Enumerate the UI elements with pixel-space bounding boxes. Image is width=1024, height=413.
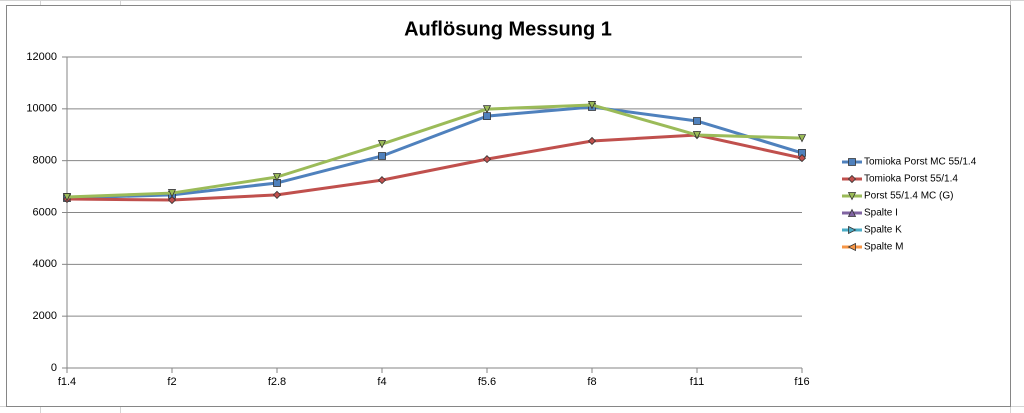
legend-marker [848,225,857,235]
y-tick-label: 2000 [33,310,57,322]
legend-text: Tomioka Porst 55/1.4 [864,174,958,185]
legend-text: Tomioka Porst MC 55/1.4 [864,157,977,168]
data-point [167,195,177,205]
legend-marker [847,208,857,217]
y-tick-label: 4000 [33,258,57,270]
data-point [797,134,807,143]
x-tick-label: f8 [587,376,596,388]
data-point [377,140,387,149]
legend-text: Spalte K [864,225,902,236]
x-tick-label: f1.4 [58,376,76,388]
data-point [62,193,72,202]
legend-marker [847,242,856,252]
data-point [482,155,492,164]
legend-text: Spalte I [864,208,898,219]
legend-marker [847,174,857,184]
chart-title: Auflösung Messung 1 [404,18,612,40]
series-line [66,133,803,202]
x-tick-label: f2 [167,376,176,388]
y-tick-label: 8000 [33,155,57,167]
data-point [482,105,492,114]
data-point [797,154,807,163]
data-point [693,117,701,125]
data-point [692,131,702,140]
data-point [273,179,281,187]
x-tick-label: f16 [794,376,809,388]
data-point [272,190,282,199]
data-point [272,173,282,182]
series-line [66,103,803,199]
chart-area [6,5,1011,407]
data-point [378,152,386,160]
x-tick-label: f5.6 [478,376,496,388]
series-line [66,105,803,200]
y-tick-label: 0 [51,362,57,374]
legend-marker [848,158,856,166]
x-tick-label: f4 [377,376,386,388]
y-tick-label: 10000 [26,103,57,115]
data-point [377,176,387,185]
y-tick-label: 6000 [33,206,57,218]
legend-text: Porst 55/1.4 MC (G) [864,191,953,202]
data-point [483,112,491,120]
x-tick-label: f11 [690,376,704,388]
data-point [587,101,597,110]
legend-text: Spalte M [864,242,903,253]
legend-marker [847,192,857,201]
x-tick-label: f2.8 [268,376,286,388]
data-point [167,189,177,198]
data-point [798,148,806,157]
y-tick-label: 12000 [26,51,57,63]
data-point [587,136,597,146]
